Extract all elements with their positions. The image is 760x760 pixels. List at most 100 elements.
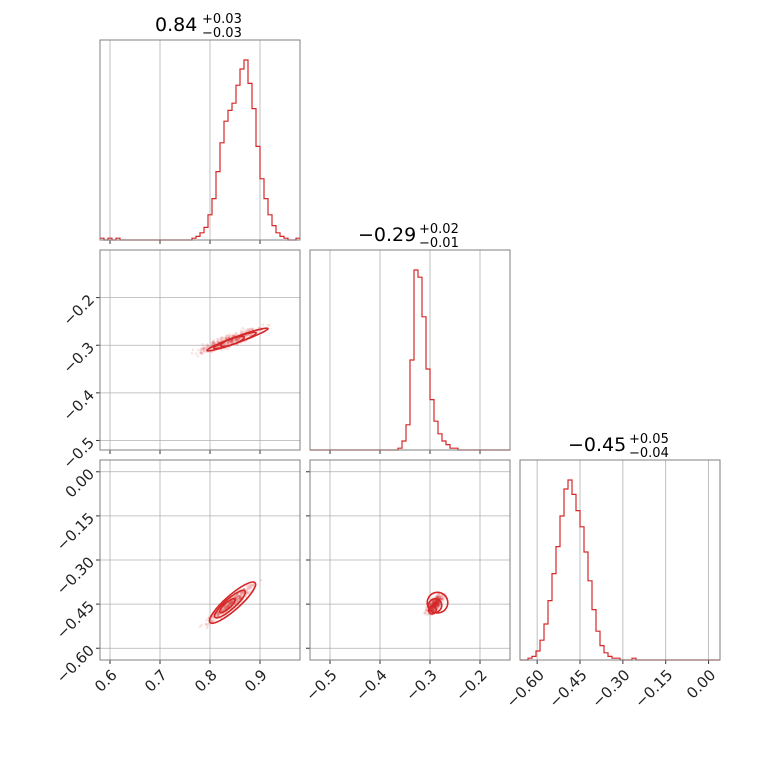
density-point [249,584,253,587]
density-point [211,619,214,623]
density-point [239,596,242,600]
density-point [246,590,249,594]
density-point [247,587,251,590]
density-point [227,603,231,606]
density-point [203,346,206,350]
density-point [438,601,441,605]
density-point [431,607,435,610]
density-point [435,603,438,606]
density-point [433,601,436,605]
density-point [230,340,234,344]
density-point [430,606,434,610]
title-param-1: −0.29 [358,224,416,246]
density-point [432,603,435,606]
density-point [434,601,438,605]
density-point [231,334,234,338]
density-point [433,602,436,606]
density-point [227,602,230,605]
density-point [228,601,232,605]
density-point [439,596,442,600]
density-point [438,604,441,607]
density-point [435,601,439,604]
x-tick-label: 0.00 [683,666,719,702]
density-point [434,603,438,607]
density-point [249,585,252,589]
density-point [233,333,236,337]
density-point [433,601,436,605]
density-contour [426,591,449,614]
density-point [248,584,251,588]
density-point [430,607,433,610]
title-param-0: 0.84 [155,14,197,36]
density-point [441,594,444,598]
density-point [246,328,250,331]
density-point [239,329,243,333]
density-point [432,601,435,605]
density-point [227,341,231,344]
density-point [432,601,435,604]
density-point [432,601,435,605]
density-point [432,608,436,611]
density-point [216,614,220,617]
density-point [226,605,229,609]
density-point [437,595,441,599]
density-point [431,600,434,604]
density-point [425,609,429,612]
density-point [230,339,234,342]
density-point [433,600,437,603]
density-point [228,601,232,605]
density-point [434,601,438,605]
density-point [227,605,230,608]
density-point [433,603,437,606]
histogram-step [100,59,300,241]
density-point [222,343,226,347]
density-point [437,603,441,606]
density-point [238,337,241,341]
density-contour [208,581,257,625]
density-point [248,333,252,337]
density-point [237,597,240,601]
density-point [202,345,206,348]
density-point [433,601,437,605]
density-point [226,347,230,351]
density-point [237,596,240,600]
density-point [248,587,252,590]
density-point [422,611,426,615]
density-point [212,339,216,342]
density-point [432,608,435,612]
y-tick-label: −0.30 [53,553,98,598]
density-point [438,604,441,608]
density-point [213,342,216,345]
density-point [435,595,439,599]
density-point [248,327,252,331]
density-point [237,337,241,340]
density-point [228,333,232,336]
density-point [437,604,441,608]
density-point [226,342,230,346]
density-point [226,603,230,606]
density-point [436,604,440,607]
density-point [433,603,437,606]
panel-frame [309,459,511,661]
density-point [436,605,440,609]
density-point [436,602,439,606]
density-point [433,602,436,606]
density-point [236,594,240,598]
panel-frame [519,459,721,661]
density-point [246,328,250,331]
density-point [436,603,440,607]
density-point [436,595,439,599]
title-param-2-sub: −0.04 [629,446,669,461]
density-point [226,605,230,609]
density-point [223,607,226,611]
density-point [230,600,234,604]
density-point [435,601,439,605]
density-point [239,330,243,334]
density-point [435,601,438,604]
density-point [211,340,215,344]
density-point [236,593,239,597]
density-point [226,605,229,608]
density-point [235,339,239,343]
density-point [245,335,249,338]
